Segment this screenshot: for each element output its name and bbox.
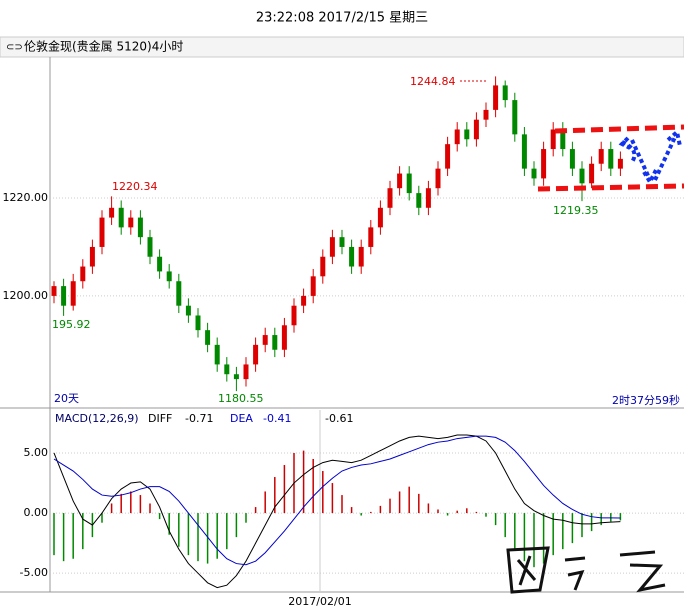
candle-body xyxy=(425,188,431,208)
candle-body xyxy=(301,295,307,306)
candle-body xyxy=(214,344,220,365)
candle-body xyxy=(521,134,527,169)
legend-entry: -0.71 xyxy=(185,412,213,425)
price-panel: 1200.00 1220.00 xyxy=(3,76,684,392)
candle-body xyxy=(598,149,604,164)
candle-body xyxy=(157,256,163,272)
candle-body xyxy=(550,129,556,150)
candle-body xyxy=(339,237,345,247)
annotation: 1180.55 xyxy=(218,392,264,405)
y-tick-label: -5.00 xyxy=(20,566,48,579)
candle-body xyxy=(416,193,422,208)
candle-body xyxy=(233,374,239,380)
candle-body xyxy=(608,149,614,169)
candle-body xyxy=(70,281,76,306)
candle-body xyxy=(137,217,143,238)
candle-body xyxy=(473,119,479,140)
candle-body xyxy=(262,335,268,345)
period-label: 20天 xyxy=(54,392,79,405)
candle-body xyxy=(406,173,412,194)
candle-body xyxy=(253,344,259,365)
arrow-doodle xyxy=(630,139,658,187)
candle-body xyxy=(185,305,191,316)
channel-line xyxy=(537,183,684,192)
candle-body xyxy=(493,85,499,110)
candle-body xyxy=(502,85,508,101)
annotation: 1219.35 xyxy=(553,204,599,217)
candle-body xyxy=(166,271,172,282)
candle-body xyxy=(147,237,153,257)
candle-body xyxy=(445,144,451,169)
candle-body xyxy=(483,109,489,120)
candle-body xyxy=(579,168,585,184)
annotation: 1244.84 xyxy=(410,75,456,88)
candle-body xyxy=(329,237,335,257)
candle-body xyxy=(320,256,326,277)
indicator-title: MACD(12,26,9) xyxy=(55,412,139,425)
link-icon: ⊂⊃ xyxy=(6,42,23,53)
candle-body xyxy=(310,276,316,296)
candle-body xyxy=(569,149,575,169)
arrow-doodle xyxy=(653,128,682,181)
header-bar xyxy=(0,36,684,58)
candle-body xyxy=(560,129,566,150)
candle-body xyxy=(397,173,403,189)
candle-body xyxy=(205,330,211,345)
candle-body xyxy=(358,246,364,267)
legend-entry: DEA xyxy=(230,412,253,425)
candle-body xyxy=(281,325,287,350)
candle-body xyxy=(272,335,278,350)
candle-body xyxy=(349,246,355,267)
candle-body xyxy=(128,217,134,228)
y-tick-label: 1200.00 xyxy=(3,289,49,302)
candle-body xyxy=(377,207,383,228)
indicator-line xyxy=(53,435,621,566)
signature xyxy=(506,546,666,594)
candle-body xyxy=(118,207,124,228)
candle-body xyxy=(512,100,518,135)
symbol: 伦敦金现(贵金属 5120)4小时 xyxy=(24,39,183,54)
legend-entry: DIFF xyxy=(148,412,172,425)
candle-body xyxy=(80,266,86,282)
legend-entry: -0.41 xyxy=(263,412,291,425)
candle-body xyxy=(99,217,105,247)
candle-body xyxy=(541,149,547,179)
y-tick-label: 0.00 xyxy=(24,506,49,519)
candle-body xyxy=(531,168,537,179)
candle-body xyxy=(243,364,249,380)
candle-body xyxy=(109,207,115,218)
candle-body xyxy=(89,246,95,267)
candle-body xyxy=(617,158,623,169)
candle-body xyxy=(291,305,297,326)
legend-entry: -0.61 xyxy=(325,412,353,425)
indicator-line xyxy=(53,434,621,589)
x-tick-label: 2017/02/01 xyxy=(288,595,351,608)
annotation: 1220.34 xyxy=(112,180,158,193)
y-tick-label: 1220.00 xyxy=(3,191,49,204)
candle-body xyxy=(435,168,441,189)
candle-body xyxy=(464,129,470,140)
candle-body xyxy=(51,286,57,296)
candle-body xyxy=(387,188,393,208)
candle-body xyxy=(176,281,182,306)
channel-line xyxy=(554,124,684,134)
timestamp: 23:22:08 2017/2/15 星期三 xyxy=(256,11,428,26)
y-tick-label: 5.00 xyxy=(24,446,49,459)
annotation: 195.92 xyxy=(52,318,91,331)
countdown: 2时37分59秒 xyxy=(612,393,680,407)
candle-body xyxy=(368,227,374,247)
candle-body xyxy=(454,129,460,145)
candle-body xyxy=(195,315,201,331)
candle-body xyxy=(589,163,595,184)
arrow-doodle xyxy=(618,136,637,164)
candle-body xyxy=(61,286,67,306)
candle-body xyxy=(224,364,230,375)
